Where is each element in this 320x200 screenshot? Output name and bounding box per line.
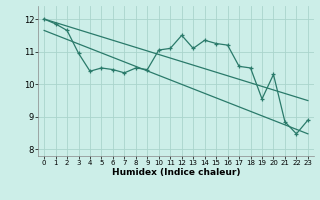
X-axis label: Humidex (Indice chaleur): Humidex (Indice chaleur) [112,168,240,177]
